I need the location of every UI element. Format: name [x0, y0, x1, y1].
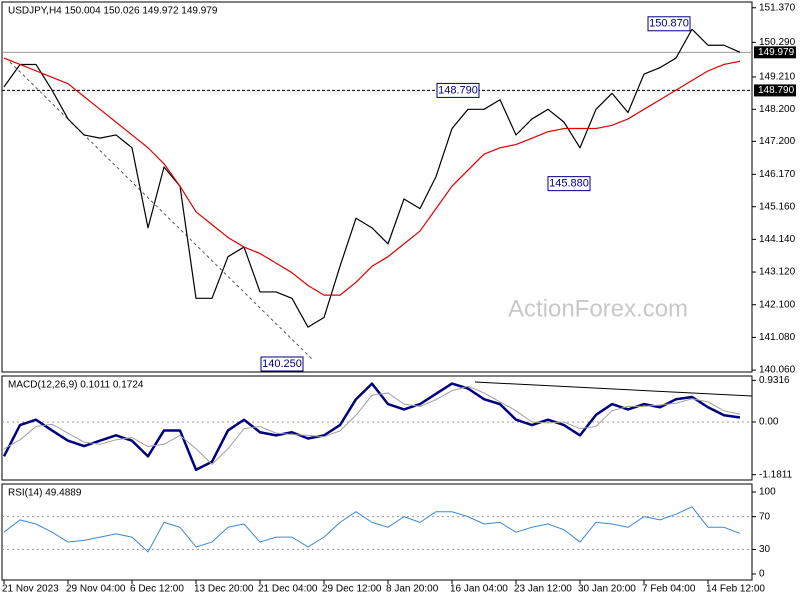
annotation-box: [647, 16, 691, 32]
y-tick-label: 141.080: [759, 332, 796, 343]
x-tick-label: 14 Feb 12:00: [706, 584, 765, 595]
panel-title: USDJPY,H4 150.004 150.026 149.972 149.97…: [8, 6, 218, 17]
price-label: 149.979: [758, 47, 795, 58]
x-tick-label: 21 Nov 2023: [2, 584, 59, 595]
x-tick-label: 7 Feb 04:00: [642, 584, 696, 595]
y-tick-label: 140.060: [759, 365, 796, 376]
y-tick-label: 142.100: [759, 299, 796, 310]
x-tick-label: 23 Jan 12:00: [514, 584, 572, 595]
y-tick-label: 148.200: [759, 104, 796, 115]
watermark: ActionForex.com: [508, 295, 688, 322]
panel-frame: [1, 483, 753, 581]
series-line: [2, 382, 741, 471]
x-tick-label: 21 Dec 04:00: [258, 584, 318, 595]
x-tick-label: 8 Jan 20:00: [386, 584, 439, 595]
annotation-label: 140.250: [262, 358, 302, 370]
panel-frame: [1, 1, 753, 373]
annotation-box: [260, 356, 304, 372]
price-label: 148.790: [758, 85, 795, 96]
trend-line: [9, 61, 314, 361]
series-line: [3, 57, 741, 296]
x-tick-label: 16 Jan 04:00: [450, 584, 508, 595]
y-tick-label: 145.160: [759, 201, 796, 212]
annotation-box: [436, 82, 480, 98]
y-tick-label: 149.210: [759, 72, 796, 83]
y-tick-label: 0.9316: [759, 375, 790, 386]
series-line: [3, 385, 741, 465]
panel-frame: [1, 375, 753, 481]
series-line: [3, 506, 741, 553]
annotation-label: 148.790: [438, 84, 478, 96]
y-tick-label: 30: [759, 544, 771, 555]
annotation-label: 150.870: [649, 18, 689, 30]
annotation-label: 145.880: [549, 178, 589, 190]
y-tick-label: 144.140: [759, 234, 796, 245]
y-tick-label: 150.290: [759, 37, 796, 48]
x-tick-label: 13 Dec 20:00: [194, 584, 254, 595]
price-label-box: [754, 84, 796, 97]
y-tick-label: -1.1811: [759, 469, 793, 480]
y-tick-label: 146.170: [759, 169, 796, 180]
x-tick-label: 30 Jan 20:00: [578, 584, 636, 595]
panel-title: RSI(14) 49.4889: [8, 488, 82, 499]
y-tick-label: 70: [759, 511, 771, 522]
y-tick-label: 147.200: [759, 136, 796, 147]
annotation-box: [547, 176, 591, 192]
trend-line: [474, 381, 753, 397]
y-tick-label: 143.120: [759, 267, 796, 278]
x-tick-label: 6 Dec 12:00: [130, 584, 184, 595]
y-tick-label: 151.370: [759, 2, 796, 13]
panel-title: MACD(12,26,9) 0.1011 0.1724: [8, 380, 144, 391]
y-tick-label: 0.00: [759, 417, 779, 428]
price-label-box: [754, 46, 796, 59]
x-tick-label: 29 Dec 12:00: [322, 584, 382, 595]
x-tick-label: 29 Nov 04:00: [66, 584, 126, 595]
y-tick-label: 0: [759, 569, 765, 580]
y-tick-label: 100: [759, 487, 776, 498]
series-line: [3, 28, 741, 328]
